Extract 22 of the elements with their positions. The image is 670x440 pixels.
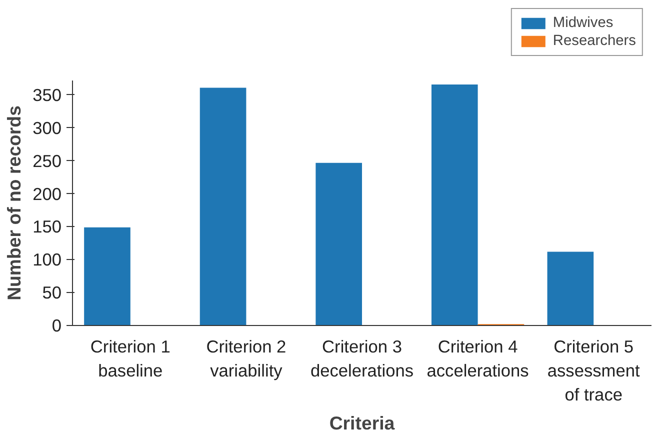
x-tick-label: Criterion 5 assessment of trace bbox=[547, 336, 640, 404]
y-tick-label: 100 bbox=[32, 250, 62, 270]
y-tick-label: 50 bbox=[42, 282, 62, 303]
y-tick-label: 200 bbox=[32, 184, 62, 204]
x-axis-title: Criteria bbox=[329, 412, 396, 434]
x-tick-label: Criterion 1 baseline bbox=[90, 336, 170, 380]
bar bbox=[316, 162, 362, 326]
y-tick-label: 0 bbox=[52, 316, 62, 336]
x-tick-label: Criterion 4 accelerations bbox=[426, 336, 530, 380]
y-tick-label: 350 bbox=[32, 84, 62, 105]
x-tick-label: Criterion 2 variability bbox=[206, 336, 286, 380]
bar bbox=[84, 227, 130, 326]
y-tick-label: 250 bbox=[32, 150, 62, 171]
bar bbox=[431, 84, 478, 326]
y-axis-title: Number of no records bbox=[4, 106, 25, 300]
x-tick-label: Criterion 3 decelerations bbox=[310, 336, 414, 380]
legend-label: Researchers bbox=[552, 33, 636, 49]
bar bbox=[547, 252, 594, 326]
y-tick-label: 150 bbox=[32, 216, 62, 237]
bar bbox=[200, 88, 246, 326]
y-tick-label: 300 bbox=[32, 118, 62, 138]
legend-label: Midwives bbox=[552, 15, 614, 31]
